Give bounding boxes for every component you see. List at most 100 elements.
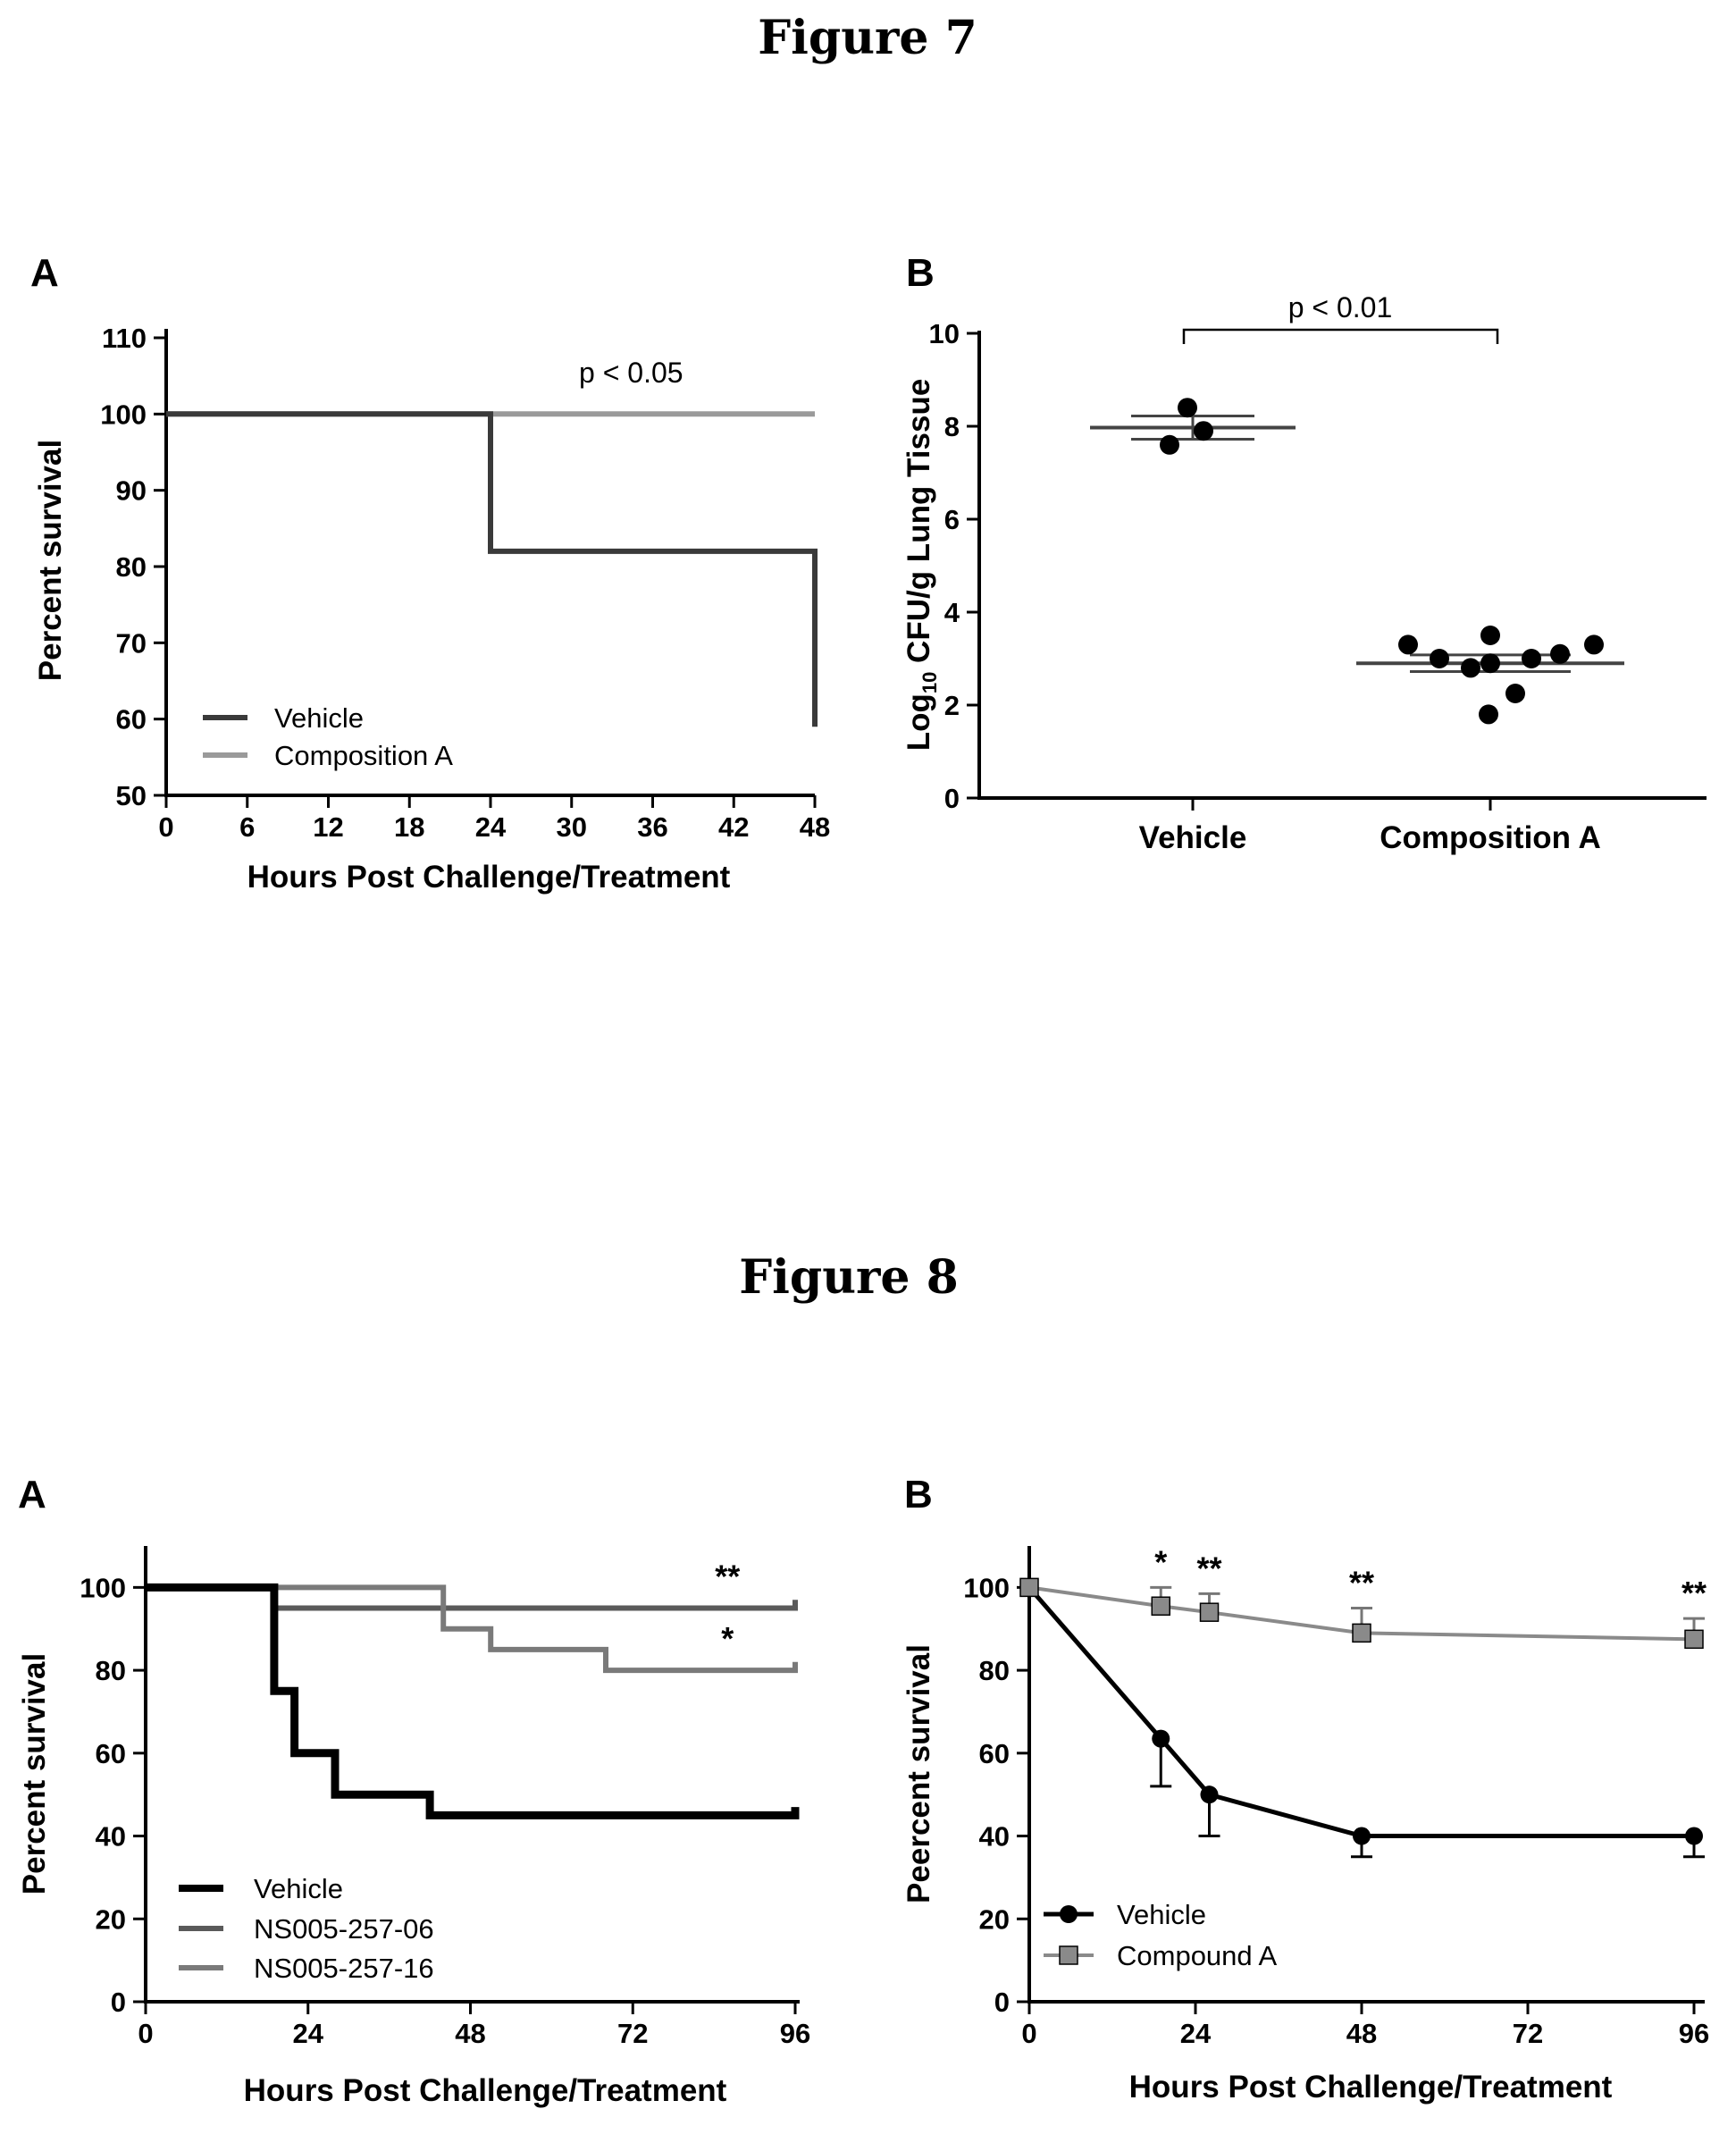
y-tick-label: 100 (963, 1572, 1010, 1603)
legend-marker-vehicle (1060, 1905, 1078, 1923)
y-tick-label: 70 (116, 627, 147, 659)
y-tick-label: 80 (116, 551, 147, 583)
series-line-vehicle (166, 411, 818, 727)
fig7-panel-a: A 50 60 70 80 90 100 110 0 6 12 18 24 30 36 42 48 p < 0… (30, 251, 830, 895)
data-point-compound-a (1151, 1596, 1170, 1616)
x-tick-label: 18 (394, 811, 424, 843)
significance-marker: ** (715, 1558, 740, 1594)
data-point-composition-a (1505, 684, 1525, 703)
x-tick-label: 72 (1513, 2018, 1543, 2049)
significance-marker: ** (1349, 1565, 1374, 1601)
panel-label: A (18, 1473, 46, 1516)
y-tick-label: 2 (944, 690, 960, 721)
y-tick-label: 60 (96, 1738, 126, 1769)
data-point-compound-a (1019, 1577, 1039, 1598)
y-tick-label: 100 (100, 399, 147, 430)
data-point-vehicle (1160, 434, 1179, 455)
y-axis-label: Log10 CFU/g Lung Tissue (902, 379, 941, 752)
legend-composition-a: Composition A (274, 740, 453, 771)
y-tick-label: 60 (979, 1738, 1010, 1769)
y-tick-label: 20 (979, 1903, 1010, 1935)
x-axis-label: Hours Post Challenge/Treatment (247, 860, 731, 895)
data-point-composition-a (1461, 658, 1480, 678)
x-tick-label: 48 (1346, 2018, 1377, 2049)
data-point-composition-a (1550, 643, 1570, 664)
y-tick-label: 60 (116, 704, 147, 735)
data-point-vehicle (1152, 1729, 1170, 1748)
figure-8-title: Figure 8 (739, 1250, 959, 1305)
x-tick-label: 0 (158, 811, 173, 843)
y-tick-label: 40 (979, 1821, 1010, 1853)
x-tick-label: 12 (313, 811, 343, 843)
y-tick-label: 6 (944, 504, 960, 535)
y-tick-label: 4 (944, 597, 960, 628)
category-label-vehicle: Vehicle (1139, 820, 1247, 855)
legend: Vehicle Compound A (1044, 1899, 1278, 1971)
data-point-composition-a (1479, 704, 1498, 725)
data-point-composition-a (1584, 634, 1604, 655)
panel-label: B (904, 1473, 933, 1516)
legend: Vehicle Composition A (203, 702, 453, 771)
significance-marker: ** (1196, 1550, 1221, 1586)
panel-label: B (906, 251, 935, 295)
x-tick-label: 0 (1021, 2018, 1036, 2049)
figure-7-title: Figure 7 (758, 11, 977, 65)
x-tick-label: 96 (780, 2018, 810, 2049)
p-value-annotation: p < 0.01 (1288, 291, 1393, 323)
x-tick-label: 42 (718, 811, 749, 843)
data-point-compound-a (1352, 1623, 1371, 1643)
x-axis-label: Hours Post Challenge/Treatment (244, 2073, 727, 2108)
significance-marker: * (1154, 1543, 1167, 1580)
data-point-composition-a (1480, 626, 1500, 645)
data-point-composition-a (1398, 634, 1418, 655)
x-tick-label: 36 (637, 811, 667, 843)
category-label-composition-a: Composition A (1380, 820, 1601, 855)
x-tick-label: 96 (1679, 2018, 1709, 2049)
data-point-composition-a (1480, 653, 1500, 674)
data-point-vehicle (1178, 398, 1197, 418)
data-point-vehicle (1353, 1827, 1371, 1845)
data-point-compound-a (1199, 1602, 1220, 1622)
y-tick-label: 40 (96, 1821, 126, 1853)
y-axis-label: Peercent survival (902, 1644, 936, 1903)
y-tick-label: 80 (96, 1655, 126, 1686)
y-axis-label: Percent survival (33, 440, 68, 681)
legend-ns005-257-06: NS005-257-06 (254, 1913, 434, 1945)
legend-marker-compound-a (1059, 1945, 1078, 1965)
y-tick-label: 0 (994, 1987, 1010, 2018)
y-axis-label: Percent survival (17, 1653, 52, 1895)
y-tick-label: 110 (102, 323, 147, 354)
x-tick-label: 72 (617, 2018, 648, 2049)
legend-vehicle: Vehicle (1117, 1899, 1206, 1930)
x-tick-label: 24 (293, 2018, 324, 2049)
significance-marker: * (721, 1620, 734, 1657)
data-point-composition-a (1522, 649, 1541, 668)
series-line-vehicle (146, 1583, 800, 1819)
data-point-vehicle (1685, 1827, 1703, 1845)
x-tick-label: 24 (1180, 2018, 1212, 2049)
panel-label: A (30, 251, 59, 295)
x-tick-label: 48 (455, 2018, 485, 2049)
y-tick-label: 100 (80, 1572, 126, 1603)
legend: Vehicle NS005-257-06 NS005-257-16 (179, 1873, 434, 1984)
x-axis-label: Hours Post Challenge/Treatment (1129, 2070, 1613, 2105)
p-value-annotation: p < 0.05 (579, 357, 683, 389)
data-point-compound-a (1684, 1629, 1704, 1650)
significance-bracket (1182, 328, 1499, 344)
fig7-panel-b: B 0 2 4 6 8 10 Vehicle Composition A p < 0.01 L… (902, 251, 1707, 855)
y-tick-label: 80 (979, 1655, 1010, 1686)
x-tick-label: 48 (800, 811, 830, 843)
x-tick-label: 0 (138, 2018, 153, 2049)
legend-compound-a: Compound A (1117, 1940, 1278, 1971)
y-tick-label: 90 (116, 475, 147, 507)
data-point-composition-a (1430, 649, 1449, 668)
y-tick-label: 50 (116, 780, 147, 811)
x-tick-label: 30 (557, 811, 587, 843)
y-tick-label: 10 (929, 318, 960, 349)
legend-vehicle: Vehicle (274, 702, 364, 734)
legend-ns005-257-16: NS005-257-16 (254, 1953, 434, 1984)
data-point-vehicle (1200, 1785, 1219, 1804)
